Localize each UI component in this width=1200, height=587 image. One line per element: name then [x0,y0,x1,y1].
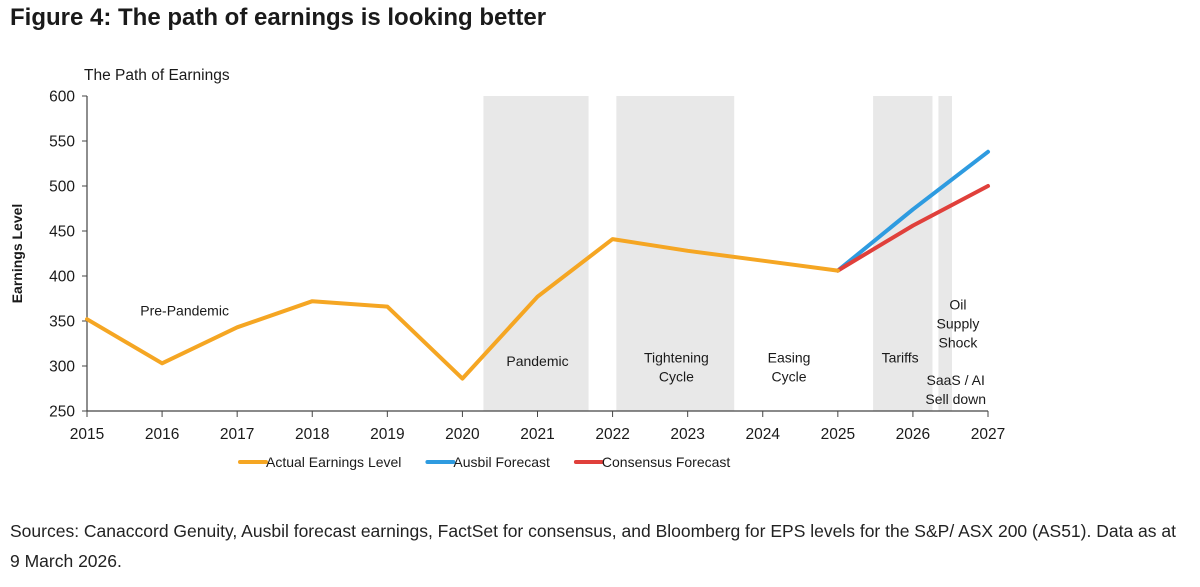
shaded-period [938,96,952,411]
period-annotation: Easing Cycle [768,349,811,384]
x-tick-label: 2027 [971,426,1005,443]
legend-label: Ausbil Forecast [453,454,550,470]
y-axis-ticks: 250 300 350 400 450 500 550 600 [49,89,87,421]
series-lines [85,149,990,381]
y-tick-label: 300 [49,359,75,376]
shaded-period [873,96,933,411]
x-tick-label: 2025 [821,426,855,443]
period-annotation: Tightening Cycle [644,349,709,384]
x-tick-label: 2023 [670,426,704,443]
x-tick-label: 2024 [746,426,781,443]
x-axis-ticks: 2015 2016 2017 2018 2019 2020 2021 2022 2023 2024… [70,411,1005,443]
figure-title: Figure 4: The path of earnings is lookin… [10,4,547,31]
y-tick-label: 600 [49,89,75,106]
period-annotation: Tariffs [882,349,919,365]
chart-title: The Path of Earnings [84,67,230,84]
period-annotation: Pandemic [506,353,568,369]
period-annotation: Oil Supply Shock [937,296,980,350]
y-tick-label: 350 [49,314,75,331]
x-tick-label: 2018 [295,426,329,443]
shaded-period [483,96,589,411]
y-tick-label: 250 [49,404,75,421]
y-tick-label: 450 [49,224,75,241]
y-tick-label: 550 [49,134,75,151]
earnings-line-chart: The Path of Earnings Earnings Level 250 3… [9,67,1005,470]
x-tick-label: 2021 [520,426,554,443]
period-annotation: Pre-Pandemic [140,303,229,319]
series-line-actual-earnings-level [85,237,840,381]
y-axis-label: Earnings Level [9,204,25,304]
period-annotation: SaaS / AI Sell down [925,372,986,407]
series-line-ausbil-forecast [835,149,990,273]
x-tick-label: 2019 [370,426,404,443]
legend: Actual Earnings Level Ausbil Forecast Cons… [238,454,731,470]
y-tick-label: 400 [49,269,75,286]
legend-label: Consensus Forecast [602,454,731,470]
x-tick-label: 2015 [70,426,104,443]
x-tick-label: 2026 [896,426,930,443]
x-tick-label: 2022 [595,426,629,443]
x-tick-label: 2016 [145,426,179,443]
x-tick-label: 2020 [445,426,480,443]
series-line-consensus-forecast [835,184,990,273]
source-note: Sources: Canaccord Genuity, Ausbil forec… [10,521,1176,571]
y-tick-label: 500 [49,179,75,196]
legend-label: Actual Earnings Level [266,454,401,470]
period-annotations: Pre-Pandemic Pandemic Tightening Cycle Easin… [140,296,986,407]
x-tick-label: 2017 [220,426,254,443]
